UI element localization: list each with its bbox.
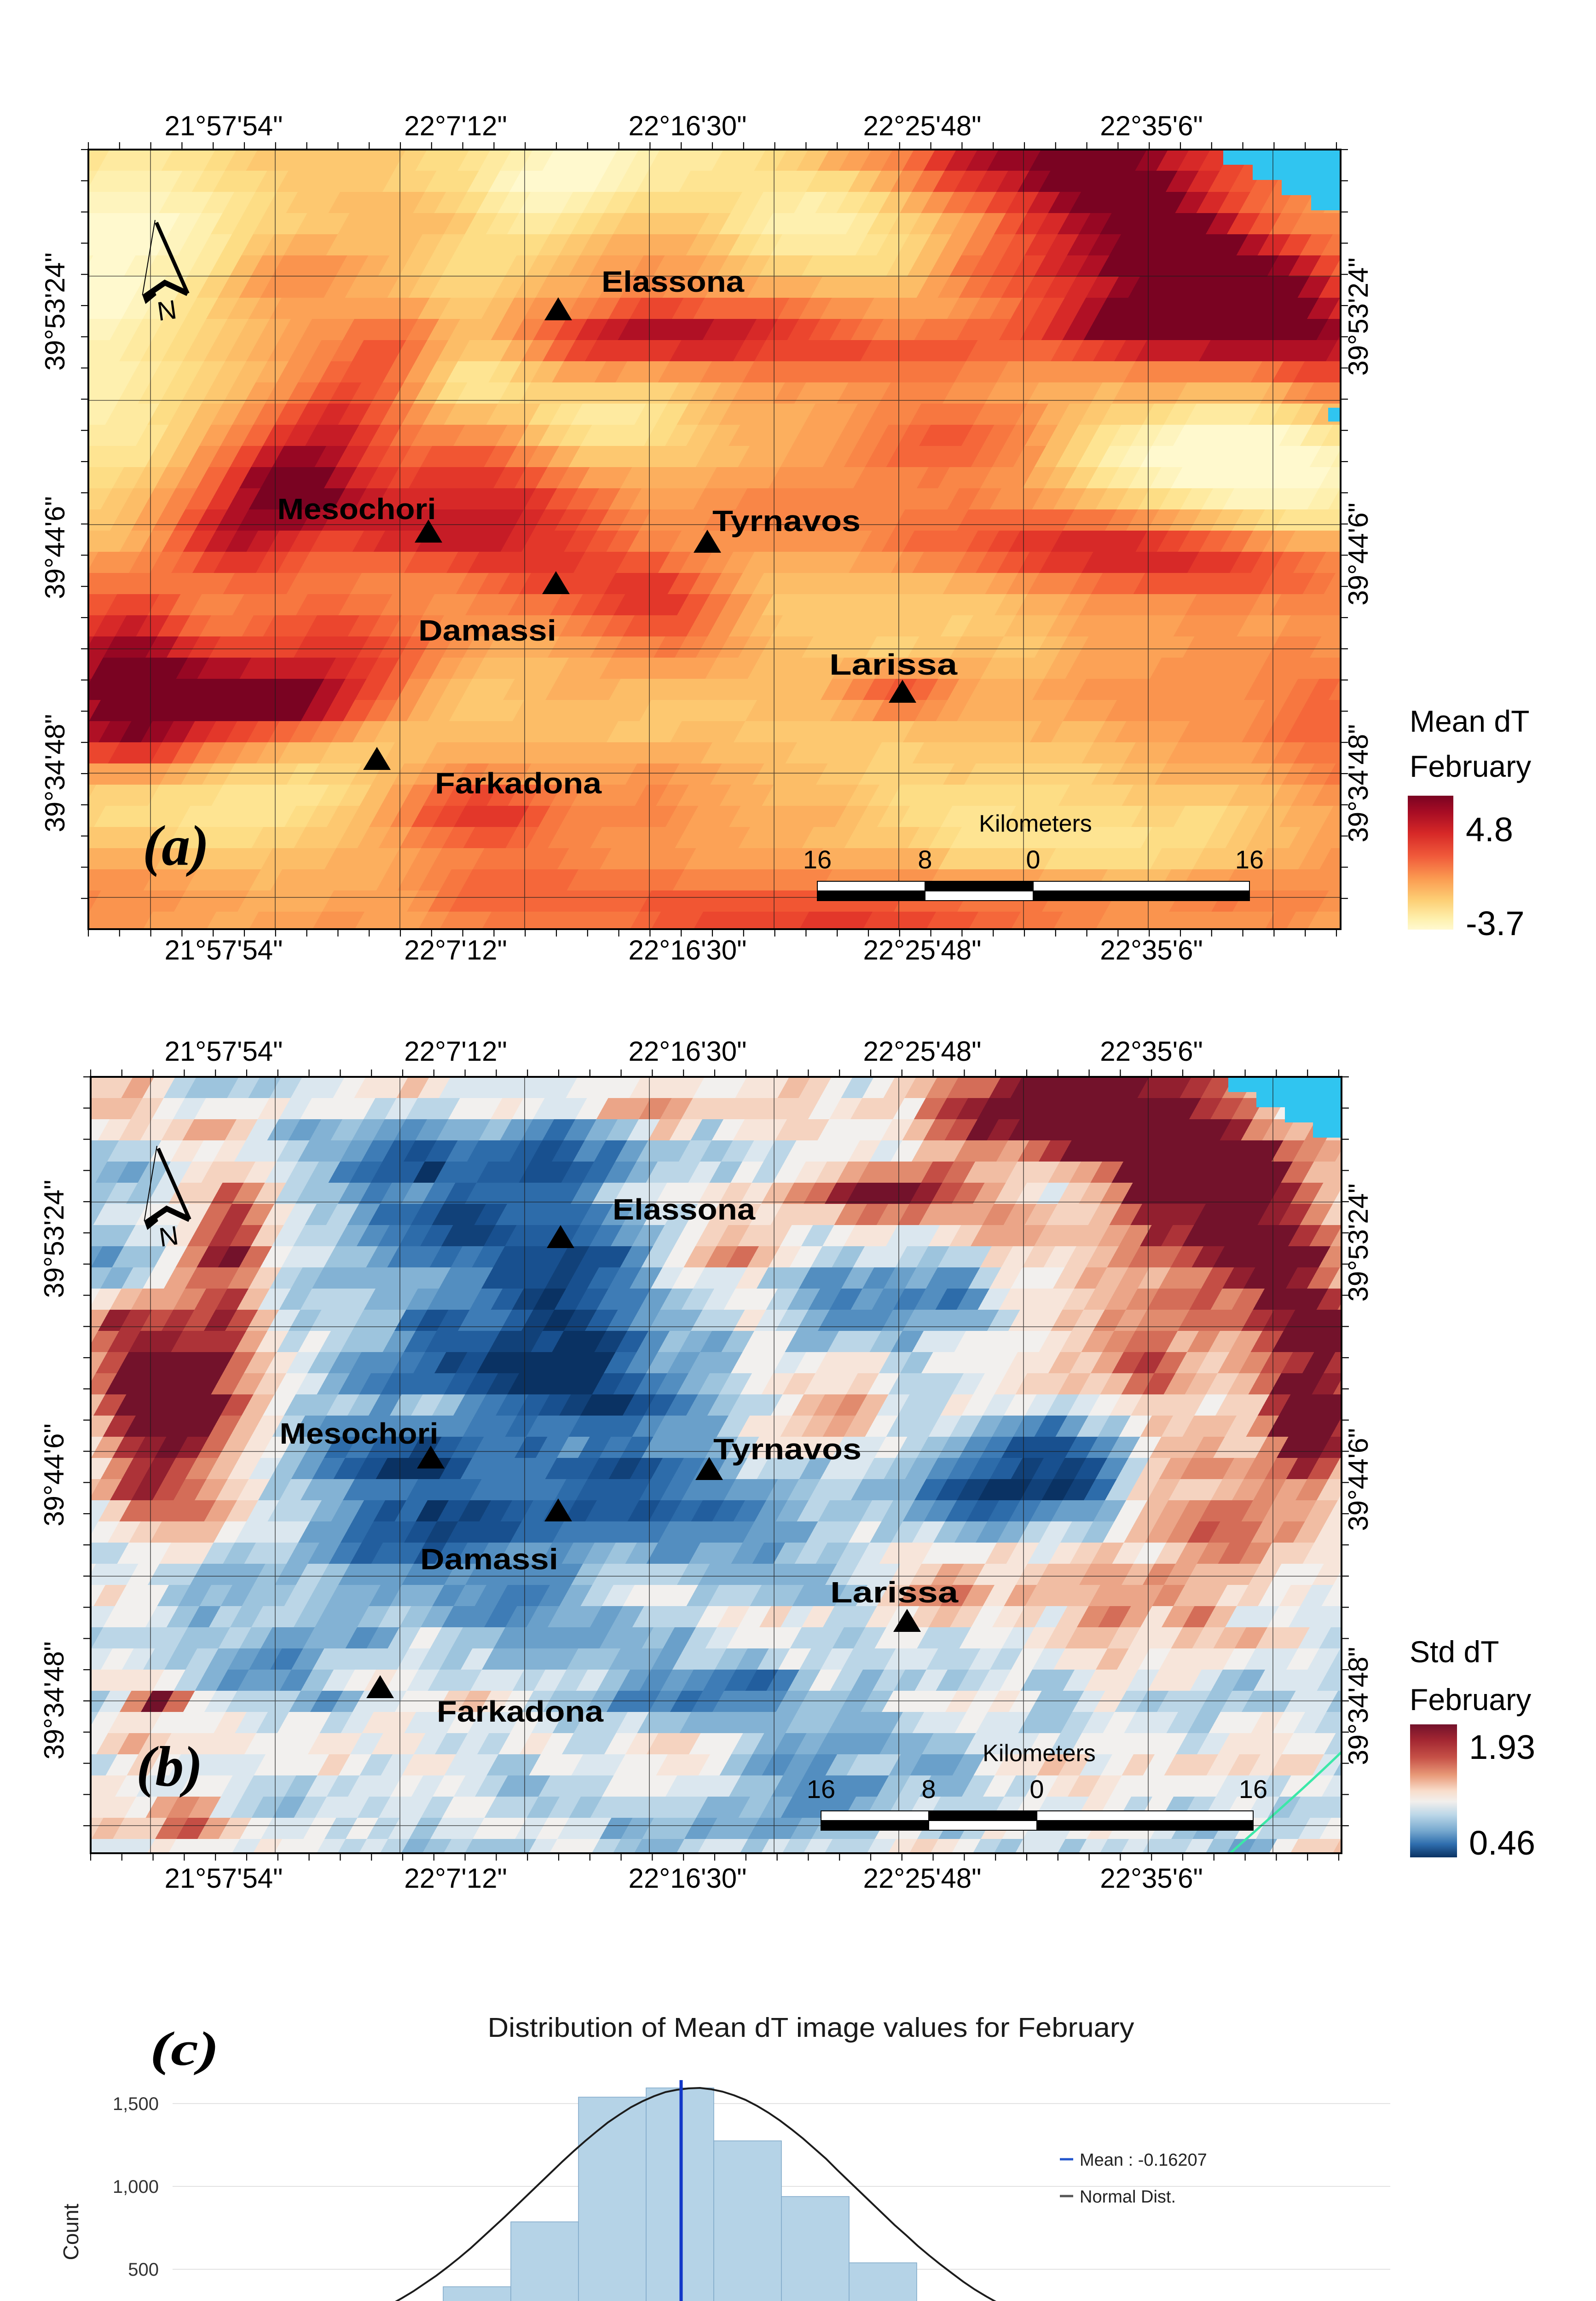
svg-text:22°25'48": 22°25'48"	[863, 1036, 982, 1067]
svg-text:Normal Dist.: Normal Dist.	[1080, 2187, 1176, 2207]
svg-text:N: N	[157, 1220, 180, 1253]
svg-text:Larissa: Larissa	[830, 1576, 959, 1609]
svg-text:February: February	[1410, 1682, 1531, 1717]
svg-text:February: February	[1410, 749, 1531, 783]
svg-text:4.8: 4.8	[1466, 810, 1513, 849]
svg-text:21°57'54": 21°57'54"	[165, 1863, 283, 1894]
svg-text:Kilometers: Kilometers	[983, 1740, 1096, 1767]
svg-text:16: 16	[1235, 845, 1264, 874]
svg-text:Mesochori: Mesochori	[278, 492, 436, 526]
svg-text:Farkadona: Farkadona	[435, 767, 601, 800]
svg-text:Mean dT: Mean dT	[1410, 704, 1529, 738]
svg-text:22°7'12": 22°7'12"	[404, 1863, 507, 1894]
svg-text:(c): (c)	[150, 2022, 219, 2076]
svg-text:Damassi: Damassi	[420, 1543, 558, 1576]
svg-text:39°34'48": 39°34'48"	[40, 714, 70, 833]
svg-text:22°16'30": 22°16'30"	[629, 110, 747, 141]
svg-text:0: 0	[1029, 1775, 1044, 1804]
svg-text:Std dT: Std dT	[1410, 1635, 1499, 1669]
svg-text:Larissa: Larissa	[829, 648, 958, 681]
svg-text:39°53'24": 39°53'24"	[39, 1180, 69, 1298]
svg-text:1.93: 1.93	[1469, 1728, 1535, 1766]
svg-text:22°16'30": 22°16'30"	[629, 935, 747, 965]
svg-text:22°35'6": 22°35'6"	[1100, 1036, 1203, 1067]
svg-text:Distribution of Mean dT image: Distribution of Mean dT image values for…	[488, 2012, 1135, 2043]
svg-text:22°25'48": 22°25'48"	[863, 110, 982, 141]
svg-text:39°53'24": 39°53'24"	[1343, 258, 1374, 376]
svg-text:39°44'6": 39°44'6"	[39, 1423, 69, 1526]
svg-text:0.46: 0.46	[1469, 1824, 1535, 1862]
svg-text:Elassona: Elassona	[613, 1193, 755, 1226]
svg-text:39°44'6": 39°44'6"	[1343, 503, 1374, 606]
svg-text:1,500: 1,500	[113, 2094, 159, 2114]
svg-text:0: 0	[1026, 845, 1040, 874]
svg-text:N: N	[155, 295, 179, 327]
svg-text:1,000: 1,000	[113, 2177, 159, 2197]
svg-text:22°35'6": 22°35'6"	[1100, 935, 1203, 965]
svg-text:22°25'48": 22°25'48"	[863, 935, 982, 965]
svg-text:39°53'24": 39°53'24"	[40, 253, 70, 371]
svg-text:16: 16	[803, 845, 832, 874]
svg-text:21°57'54": 21°57'54"	[165, 935, 283, 965]
svg-text:39°44'6": 39°44'6"	[40, 496, 70, 599]
svg-text:39°34'48": 39°34'48"	[39, 1642, 69, 1760]
svg-text:-3.7: -3.7	[1466, 904, 1525, 942]
svg-text:22°16'30": 22°16'30"	[629, 1863, 747, 1894]
svg-text:Elassona: Elassona	[601, 265, 744, 298]
svg-text:8: 8	[918, 845, 932, 874]
svg-text:Farkadona: Farkadona	[437, 1695, 603, 1728]
svg-text:39°44'6": 39°44'6"	[1343, 1428, 1374, 1531]
svg-text:16: 16	[807, 1775, 835, 1804]
svg-text:Kilometers: Kilometers	[979, 810, 1092, 837]
svg-text:8: 8	[921, 1775, 936, 1804]
svg-text:22°25'48": 22°25'48"	[863, 1863, 982, 1894]
svg-text:22°7'12": 22°7'12"	[404, 1036, 507, 1067]
svg-text:21°57'54": 21°57'54"	[165, 1036, 283, 1067]
svg-text:(a): (a)	[143, 814, 209, 877]
svg-text:39°34'48": 39°34'48"	[1343, 724, 1374, 843]
svg-text:Mesochori: Mesochori	[280, 1417, 439, 1450]
svg-text:Mean : -0.16207: Mean : -0.16207	[1080, 2151, 1207, 2170]
svg-text:Tyrnavos: Tyrnavos	[712, 504, 861, 538]
svg-text:Count: Count	[59, 2203, 83, 2260]
svg-text:500: 500	[128, 2260, 159, 2280]
svg-text:Damassi: Damassi	[418, 614, 556, 647]
svg-text:22°16'30": 22°16'30"	[629, 1036, 747, 1067]
svg-text:16: 16	[1239, 1775, 1267, 1804]
svg-text:39°34'48": 39°34'48"	[1343, 1647, 1374, 1765]
svg-text:21°57'54": 21°57'54"	[165, 110, 283, 141]
svg-text:39°53'24": 39°53'24"	[1343, 1184, 1374, 1302]
svg-text:22°35'6": 22°35'6"	[1100, 110, 1203, 141]
svg-text:22°7'12": 22°7'12"	[404, 935, 507, 965]
svg-text:Tyrnavos: Tyrnavos	[713, 1433, 862, 1466]
svg-text:(b): (b)	[136, 1735, 203, 1798]
svg-text:22°7'12": 22°7'12"	[404, 110, 507, 141]
svg-text:22°35'6": 22°35'6"	[1100, 1863, 1203, 1894]
